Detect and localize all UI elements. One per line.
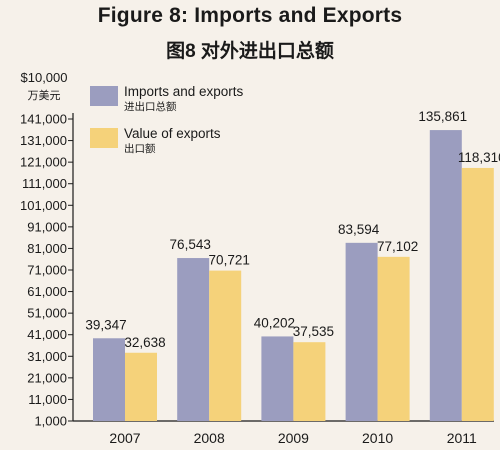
data-label: 135,861 xyxy=(418,109,467,124)
y-tick-label: 101,000 xyxy=(20,198,67,213)
y-tick-label: 41,000 xyxy=(27,327,67,342)
bar-imports-exports xyxy=(429,130,462,421)
data-label: 83,594 xyxy=(338,222,380,237)
y-tick-label: 91,000 xyxy=(27,219,67,234)
legend-label: Imports and exports xyxy=(124,84,244,99)
y-axis-subtitle: 万美元 xyxy=(28,89,61,102)
y-tick-label: 121,000 xyxy=(20,155,67,170)
bar-imports-exports xyxy=(93,338,125,421)
y-tick-label: 141,000 xyxy=(20,112,67,127)
legend-swatch xyxy=(90,86,118,106)
bar-exports xyxy=(377,256,410,421)
bar-exports xyxy=(461,167,494,421)
y-tick-label: 131,000 xyxy=(20,133,67,148)
bar-exports xyxy=(209,270,242,421)
legend-sublabel: 进出口总额 xyxy=(124,100,177,113)
legend-sublabel: 出口额 xyxy=(124,142,156,155)
data-label: 118,310 xyxy=(458,150,500,165)
legend-swatch xyxy=(90,128,118,148)
y-tick-label: 31,000 xyxy=(27,349,67,364)
data-label: 40,202 xyxy=(254,315,295,330)
y-tick-label: 81,000 xyxy=(27,241,67,256)
chart-subtitle: 图8 对外进出口总额 xyxy=(166,41,334,62)
x-tick-label: 2010 xyxy=(362,430,393,446)
bar-imports-exports xyxy=(177,258,210,421)
y-tick-label: 1,000 xyxy=(34,414,67,429)
x-tick-label: 2007 xyxy=(109,430,140,446)
data-label: 37,535 xyxy=(293,324,334,339)
y-axis-title: $10,000 xyxy=(21,70,68,85)
data-label: 39,347 xyxy=(85,317,126,332)
chart-title: Figure 8: Imports and Exports xyxy=(97,4,403,27)
y-tick-label: 11,000 xyxy=(28,392,67,407)
bar-exports xyxy=(293,342,326,421)
y-tick-label: 51,000 xyxy=(27,306,67,321)
bar-exports xyxy=(125,352,157,421)
data-label: 76,543 xyxy=(170,237,211,252)
bar-imports-exports xyxy=(261,336,294,421)
y-tick-label: 61,000 xyxy=(27,284,67,299)
chart-axes: $10,000 万美元 1,000 11,000 21,000 31,000 41,000 5… xyxy=(20,70,494,446)
x-tick-label: 2011 xyxy=(447,430,477,446)
bar-imports-exports xyxy=(345,242,378,421)
x-tick-label: 2008 xyxy=(194,430,225,446)
x-tick-label: 2009 xyxy=(278,430,309,446)
chart-bars xyxy=(93,130,494,421)
y-tick-label: 21,000 xyxy=(27,370,67,385)
y-tick-label: 71,000 xyxy=(27,263,67,278)
legend-label: Value of exports xyxy=(124,126,221,141)
data-label: 77,102 xyxy=(377,239,418,254)
data-label: 70,721 xyxy=(209,253,250,268)
y-tick-label: 111,000 xyxy=(22,176,67,191)
data-label: 32,638 xyxy=(124,335,165,350)
